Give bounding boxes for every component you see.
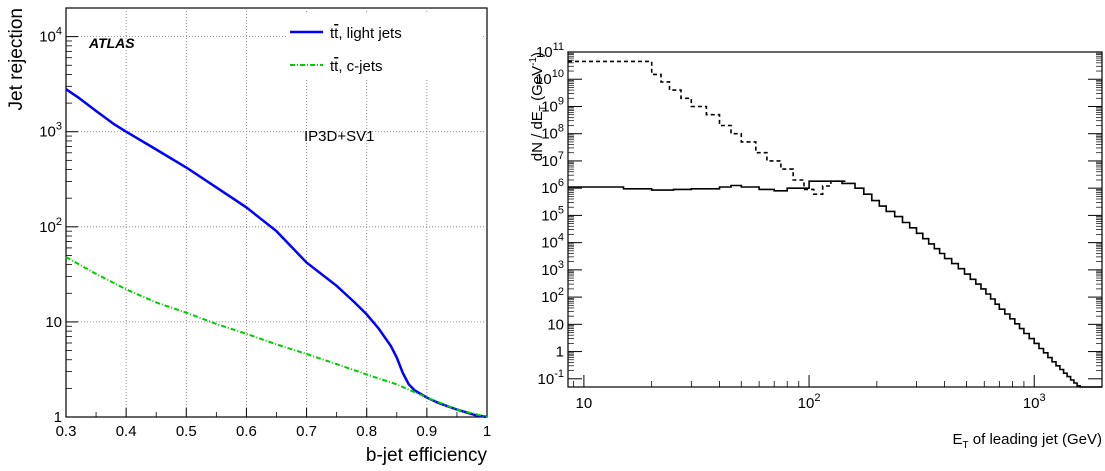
y-tick-label: 102 [39, 216, 62, 236]
y-tick-label: 104 [541, 232, 564, 252]
atlas-label: ATLAS [88, 35, 135, 51]
legend-background [286, 14, 482, 78]
left-x-axis-label: b-jet efficiency [366, 445, 488, 466]
right-plot-series [568, 60, 1102, 388]
y-tick-label: 107 [541, 150, 564, 170]
x-tick-label: 102 [798, 392, 821, 412]
y-tick-label: 106 [541, 177, 564, 197]
y-tick-label: 103 [541, 259, 564, 279]
series-c-jets-line [65, 256, 488, 418]
x-tick-label: 0.7 [296, 423, 317, 440]
x-tick-label: 10 [576, 395, 593, 412]
y-tick-label: 1010 [535, 68, 564, 88]
x-tick-label: 0.4 [116, 423, 137, 440]
y-tick-label: 109 [541, 95, 564, 115]
right-plot-et-spectrum: 10 102 103 10-1 1 10 102 103 104 105 106 107 108 109 1… [528, 41, 1103, 451]
x-tick-label: 103 [1023, 392, 1046, 412]
y-tick-label: 1 [556, 344, 564, 361]
left-y-axis-label: Jet rejection [6, 8, 27, 110]
y-tick-label: 104 [39, 26, 62, 46]
right-plot-axis-ticks: 10 102 103 10-1 1 10 102 103 104 105 106 107 108 109 1… [535, 41, 1103, 412]
left-plot-grid [66, 8, 487, 417]
right-y-axis-label: dN / dET (GeV-1) [528, 52, 549, 161]
x-tick-label: 1 [483, 423, 491, 440]
right-x-axis-label: ET of leading jet (GeV) [952, 431, 1102, 451]
y-tick-label: 1 [54, 409, 62, 426]
y-tick-label: 10 [547, 316, 564, 333]
x-tick-label: 0.3 [56, 423, 77, 440]
tagger-label: IP3D+SV1 [304, 128, 374, 145]
y-tick-label: 10 [45, 314, 62, 331]
y-tick-label: 1011 [536, 41, 564, 61]
series-light-jets-line [65, 88, 488, 419]
right-plot-frame [567, 51, 1103, 388]
y-tick-label: 10-1 [538, 368, 564, 388]
x-tick-label: 0.8 [356, 423, 377, 440]
x-tick-label: 0.9 [416, 423, 437, 440]
x-tick-label: 0.6 [236, 423, 257, 440]
left-plot-series [65, 88, 488, 419]
series-dashed-histogram [568, 60, 846, 195]
left-plot-btag-performance: 0.3 0.4 0.5 0.6 0.7 0.8 0.9 1 1 10 102 103 104 tt, l… [6, 7, 491, 466]
y-tick-label: 105 [541, 204, 564, 224]
y-tick-label: 108 [541, 123, 564, 143]
series-solid-histogram [568, 180, 1102, 388]
legend-label-c-jets: tt, c-jets [330, 58, 383, 75]
legend-label-light-jets: tt, light jets [330, 25, 402, 42]
left-plot-legend: tt, light jets tt, c-jets [286, 14, 482, 78]
left-plot-axis-ticks: 0.3 0.4 0.5 0.6 0.7 0.8 0.9 1 1 10 102 103 104 [39, 26, 491, 440]
y-tick-label: 103 [39, 121, 62, 141]
y-tick-label: 102 [541, 286, 564, 306]
x-tick-label: 0.5 [176, 423, 197, 440]
